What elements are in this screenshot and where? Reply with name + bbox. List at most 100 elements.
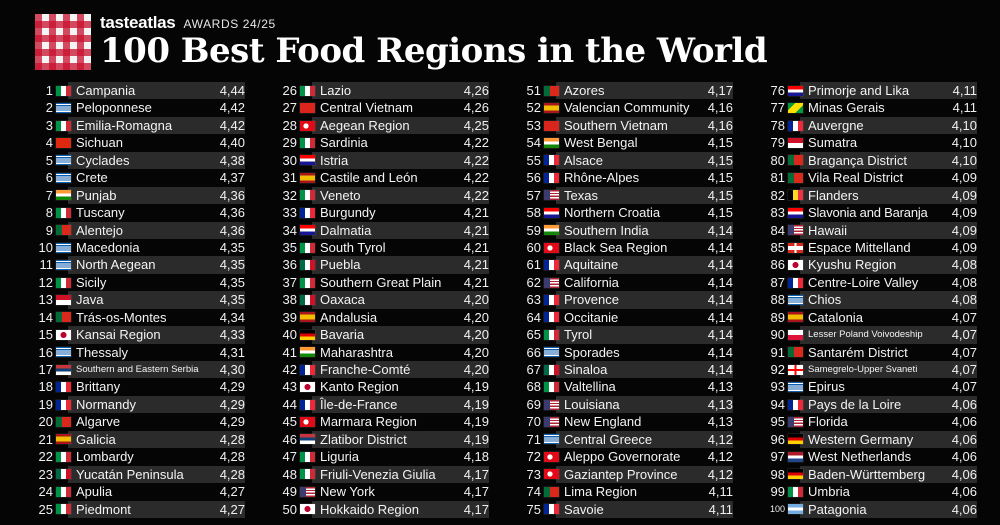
- ranking-row: 1 Campania 4,44: [35, 82, 245, 100]
- region-name: Burgundy: [320, 205, 376, 221]
- region-name: Lima Region: [564, 484, 637, 500]
- rank-number: 24: [38, 484, 53, 500]
- rank-number: 74: [526, 484, 541, 500]
- rank-number: 86: [770, 257, 785, 273]
- ranking-row: 3 Emilia-Romagna 4,42: [35, 116, 245, 135]
- ranking-row: 51 Azores 4,17: [523, 82, 733, 100]
- ranking-row: 66 Sporades 4,14: [523, 344, 733, 361]
- ranking-row: 14 Trás-os-Montes 4,34: [35, 309, 245, 326]
- region-score: 4,11: [952, 100, 977, 116]
- region-score: 4,15: [707, 187, 733, 203]
- region-score: 4,08: [951, 257, 977, 273]
- region-score: 4,06: [951, 501, 977, 517]
- flag-de-icon: [788, 469, 803, 480]
- flag-vn-icon: [300, 103, 315, 114]
- ranking-row: 27 Central Vietnam 4,26: [279, 99, 489, 116]
- flag-fr-icon: [56, 382, 71, 393]
- region-score: 4,26: [463, 100, 489, 116]
- ranking-row: 30 Istria 4,22: [279, 151, 489, 170]
- region-name: Galicia: [76, 431, 116, 447]
- ranking-row: 62 California 4,14: [523, 274, 733, 291]
- region-name: Sinaloa: [564, 362, 608, 377]
- flag-it-icon: [544, 329, 559, 340]
- region-name: West Netherlands: [808, 449, 912, 465]
- ranking-row: 80 Bragança District 4,10: [767, 151, 977, 170]
- rank-number: 17: [38, 362, 53, 377]
- region-score: 4,35: [219, 239, 245, 255]
- region-name: Java: [76, 292, 104, 308]
- flag-jp-icon: [300, 382, 315, 393]
- region-score: 4,07: [951, 309, 977, 325]
- region-name: Southern Great Plain: [320, 274, 442, 290]
- flag-gr-icon: [56, 155, 71, 166]
- ranking-row: 32 Veneto 4,22: [279, 186, 489, 205]
- flag-fr-icon: [544, 294, 559, 305]
- flag-it-icon: [300, 469, 315, 480]
- region-score: 4,17: [463, 466, 489, 482]
- region-name: Minas Gerais: [808, 100, 885, 116]
- rank-number: 67: [526, 362, 541, 377]
- region-score: 4,15: [707, 135, 733, 151]
- region-name: Northern Croatia: [564, 205, 661, 221]
- ranking-row: 74 Lima Region 4,11: [523, 483, 733, 500]
- rank-number: 88: [770, 292, 785, 308]
- flag-pt-icon: [788, 347, 803, 358]
- rank-number: 11: [39, 257, 54, 273]
- region-name: Sichuan: [76, 135, 123, 151]
- rank-number: 28: [282, 117, 297, 133]
- region-score: 4,17: [463, 501, 489, 517]
- region-name: Kyushu Region: [808, 257, 897, 273]
- region-name: New York: [320, 484, 375, 500]
- region-name: Southern Vietnam: [564, 117, 668, 133]
- region-score: 4,06: [951, 484, 977, 500]
- region-score: 4,29: [219, 379, 245, 395]
- rank-number: 2: [45, 100, 53, 116]
- rank-number: 7: [45, 187, 53, 203]
- region-name: Alentejo: [76, 222, 123, 238]
- region-name: Macedonia: [76, 239, 140, 255]
- region-name: Flanders: [808, 187, 859, 203]
- rank-number: 85: [770, 239, 785, 255]
- flag-fr-icon: [544, 172, 559, 183]
- rank-number: 47: [282, 449, 297, 465]
- region-name: Peloponnese: [76, 100, 152, 116]
- region-name: Baden-Württemberg: [808, 466, 926, 482]
- page-title: 100 Best Food Regions in the World: [100, 31, 768, 71]
- rank-number: 32: [282, 187, 297, 203]
- ranking-row: 5 Cyclades 4,38: [35, 151, 245, 170]
- rank-number: 63: [526, 292, 541, 308]
- region-name: Kanto Region: [320, 379, 399, 395]
- region-name: Sicily: [76, 274, 107, 290]
- region-score: 4,19: [463, 431, 489, 447]
- ranking-column-1: 1 Campania 4,44 2 Peloponnese 4,42 3 Emilia-Rom…: [35, 82, 245, 519]
- region-name: Franche-Comté: [320, 362, 411, 377]
- region-name: Texas: [564, 187, 598, 203]
- rank-number: 98: [770, 466, 785, 482]
- region-name: Tuscany: [76, 205, 125, 221]
- ranking-row: 93 Epirus 4,07: [767, 378, 977, 395]
- rank-number: 10: [38, 239, 53, 255]
- region-score: 4,20: [463, 327, 489, 343]
- rank-number: 96: [770, 431, 785, 447]
- ranking-row: 87 Centre-Loire Valley 4,08: [767, 274, 977, 291]
- region-score: 4,08: [951, 292, 977, 308]
- flag-it-icon: [56, 277, 71, 288]
- flag-fr-icon: [788, 277, 803, 288]
- region-name: Chios: [808, 292, 842, 308]
- region-score: 4,09: [951, 222, 977, 238]
- ranking-row: 98 Baden-Württemberg 4,06: [767, 465, 977, 484]
- flag-fr-icon: [788, 399, 803, 410]
- flag-jp-icon: [56, 329, 71, 340]
- ranking-row: 43 Kanto Region 4,19: [279, 378, 489, 395]
- rank-number: 3: [45, 117, 53, 133]
- region-score: 4,12: [707, 449, 733, 465]
- rank-number: 31: [282, 170, 297, 186]
- rank-number: 53: [526, 117, 541, 133]
- rank-number: 25: [38, 501, 53, 517]
- ranking-row: 16 Thessaly 4,31: [35, 344, 245, 361]
- region-name: Kansai Region: [76, 327, 161, 343]
- flag-hr-icon: [788, 207, 803, 218]
- region-name: Emilia-Romagna: [76, 117, 173, 133]
- ranking-columns: 1 Campania 4,44 2 Peloponnese 4,42 3 Emilia-Rom…: [0, 82, 1000, 519]
- region-score: 4,13: [707, 396, 733, 412]
